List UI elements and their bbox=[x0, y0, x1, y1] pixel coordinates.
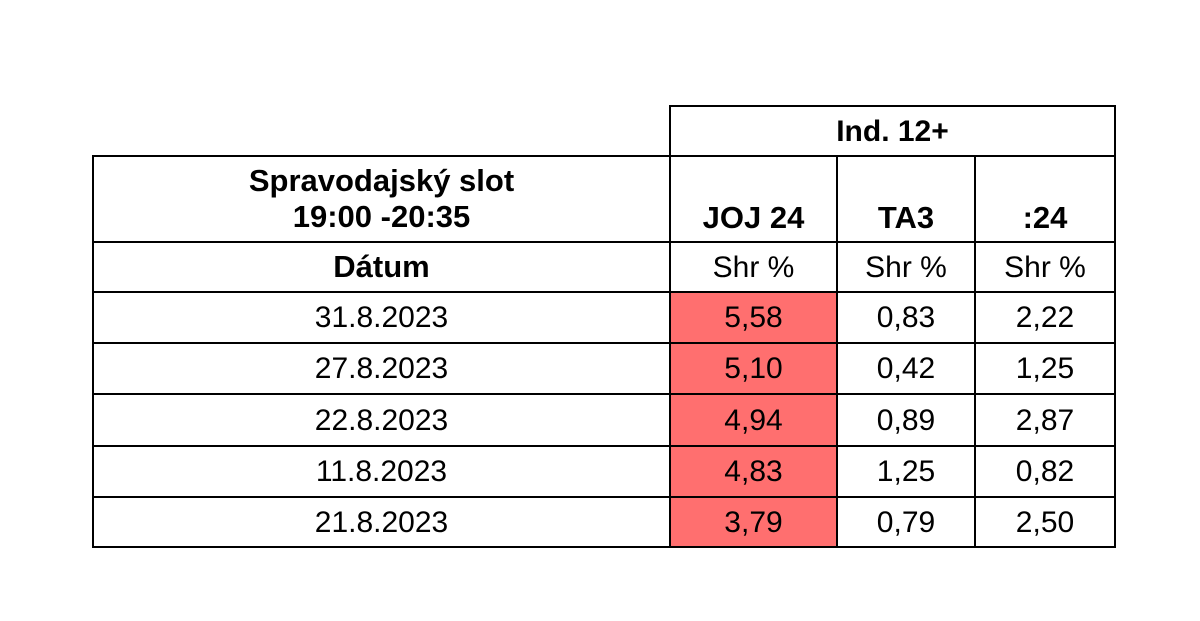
value-cell: 0,79 bbox=[876, 505, 936, 539]
unit-label: Shr % bbox=[1004, 250, 1086, 284]
unit-label: Shr % bbox=[712, 250, 795, 284]
grid-line bbox=[92, 546, 1116, 548]
value-cell: 2,87 bbox=[1015, 403, 1075, 437]
slot-title-line2: 19:00 -20:35 bbox=[292, 199, 471, 234]
value-cell: 0,89 bbox=[876, 403, 936, 437]
grid-line bbox=[974, 155, 976, 548]
value-cell: 2,22 bbox=[1015, 301, 1075, 334]
highlight-cell bbox=[671, 394, 837, 446]
grid-line bbox=[92, 342, 1116, 344]
group-header: Ind. 12+ bbox=[836, 114, 949, 148]
highlight-cell bbox=[671, 446, 837, 497]
channel-header: JOJ 24 bbox=[702, 200, 805, 236]
date-cell: 22.8.2023 bbox=[314, 403, 449, 437]
highlight-cell bbox=[671, 292, 837, 343]
highlight-cell bbox=[671, 497, 837, 547]
date-cell: 21.8.2023 bbox=[314, 505, 449, 539]
value-cell: 0,83 bbox=[876, 301, 936, 334]
date-cell: 11.8.2023 bbox=[315, 455, 448, 488]
value-cell: 1,25 bbox=[1015, 352, 1075, 385]
value-cell: 5,10 bbox=[724, 352, 783, 385]
grid-line bbox=[92, 241, 1116, 243]
value-cell: 0,42 bbox=[876, 352, 936, 385]
grid-line bbox=[92, 291, 1116, 293]
grid-line bbox=[1114, 105, 1116, 548]
grid-line bbox=[669, 105, 671, 548]
value-cell: 0,82 bbox=[1015, 455, 1075, 488]
channel-header: :24 bbox=[1022, 200, 1068, 236]
value-cell: 3,79 bbox=[724, 505, 783, 539]
grid-line bbox=[92, 155, 1116, 157]
grid-line bbox=[92, 155, 94, 548]
value-cell: 1,25 bbox=[876, 455, 936, 488]
date-cell: 31.8.2023 bbox=[314, 301, 449, 334]
slot-title-line1: Spravodajský slot bbox=[248, 163, 515, 198]
date-cell: 27.8.2023 bbox=[314, 352, 449, 385]
row-header: Dátum bbox=[333, 248, 430, 284]
channel-header: TA3 bbox=[877, 200, 935, 236]
value-cell: 2,50 bbox=[1015, 505, 1075, 539]
grid-line bbox=[836, 155, 838, 548]
highlight-cell bbox=[671, 343, 837, 394]
grid-line bbox=[92, 445, 1116, 447]
grid-line bbox=[670, 105, 1116, 107]
slot-title: Spravodajský slot 19:00 -20:35 bbox=[94, 157, 669, 241]
grid-line bbox=[92, 496, 1116, 498]
value-cell: 5,58 bbox=[724, 301, 783, 334]
unit-label: Shr % bbox=[865, 250, 947, 284]
grid-line bbox=[92, 393, 1116, 395]
value-cell: 4,83 bbox=[724, 455, 783, 488]
value-cell: 4,94 bbox=[724, 403, 783, 437]
